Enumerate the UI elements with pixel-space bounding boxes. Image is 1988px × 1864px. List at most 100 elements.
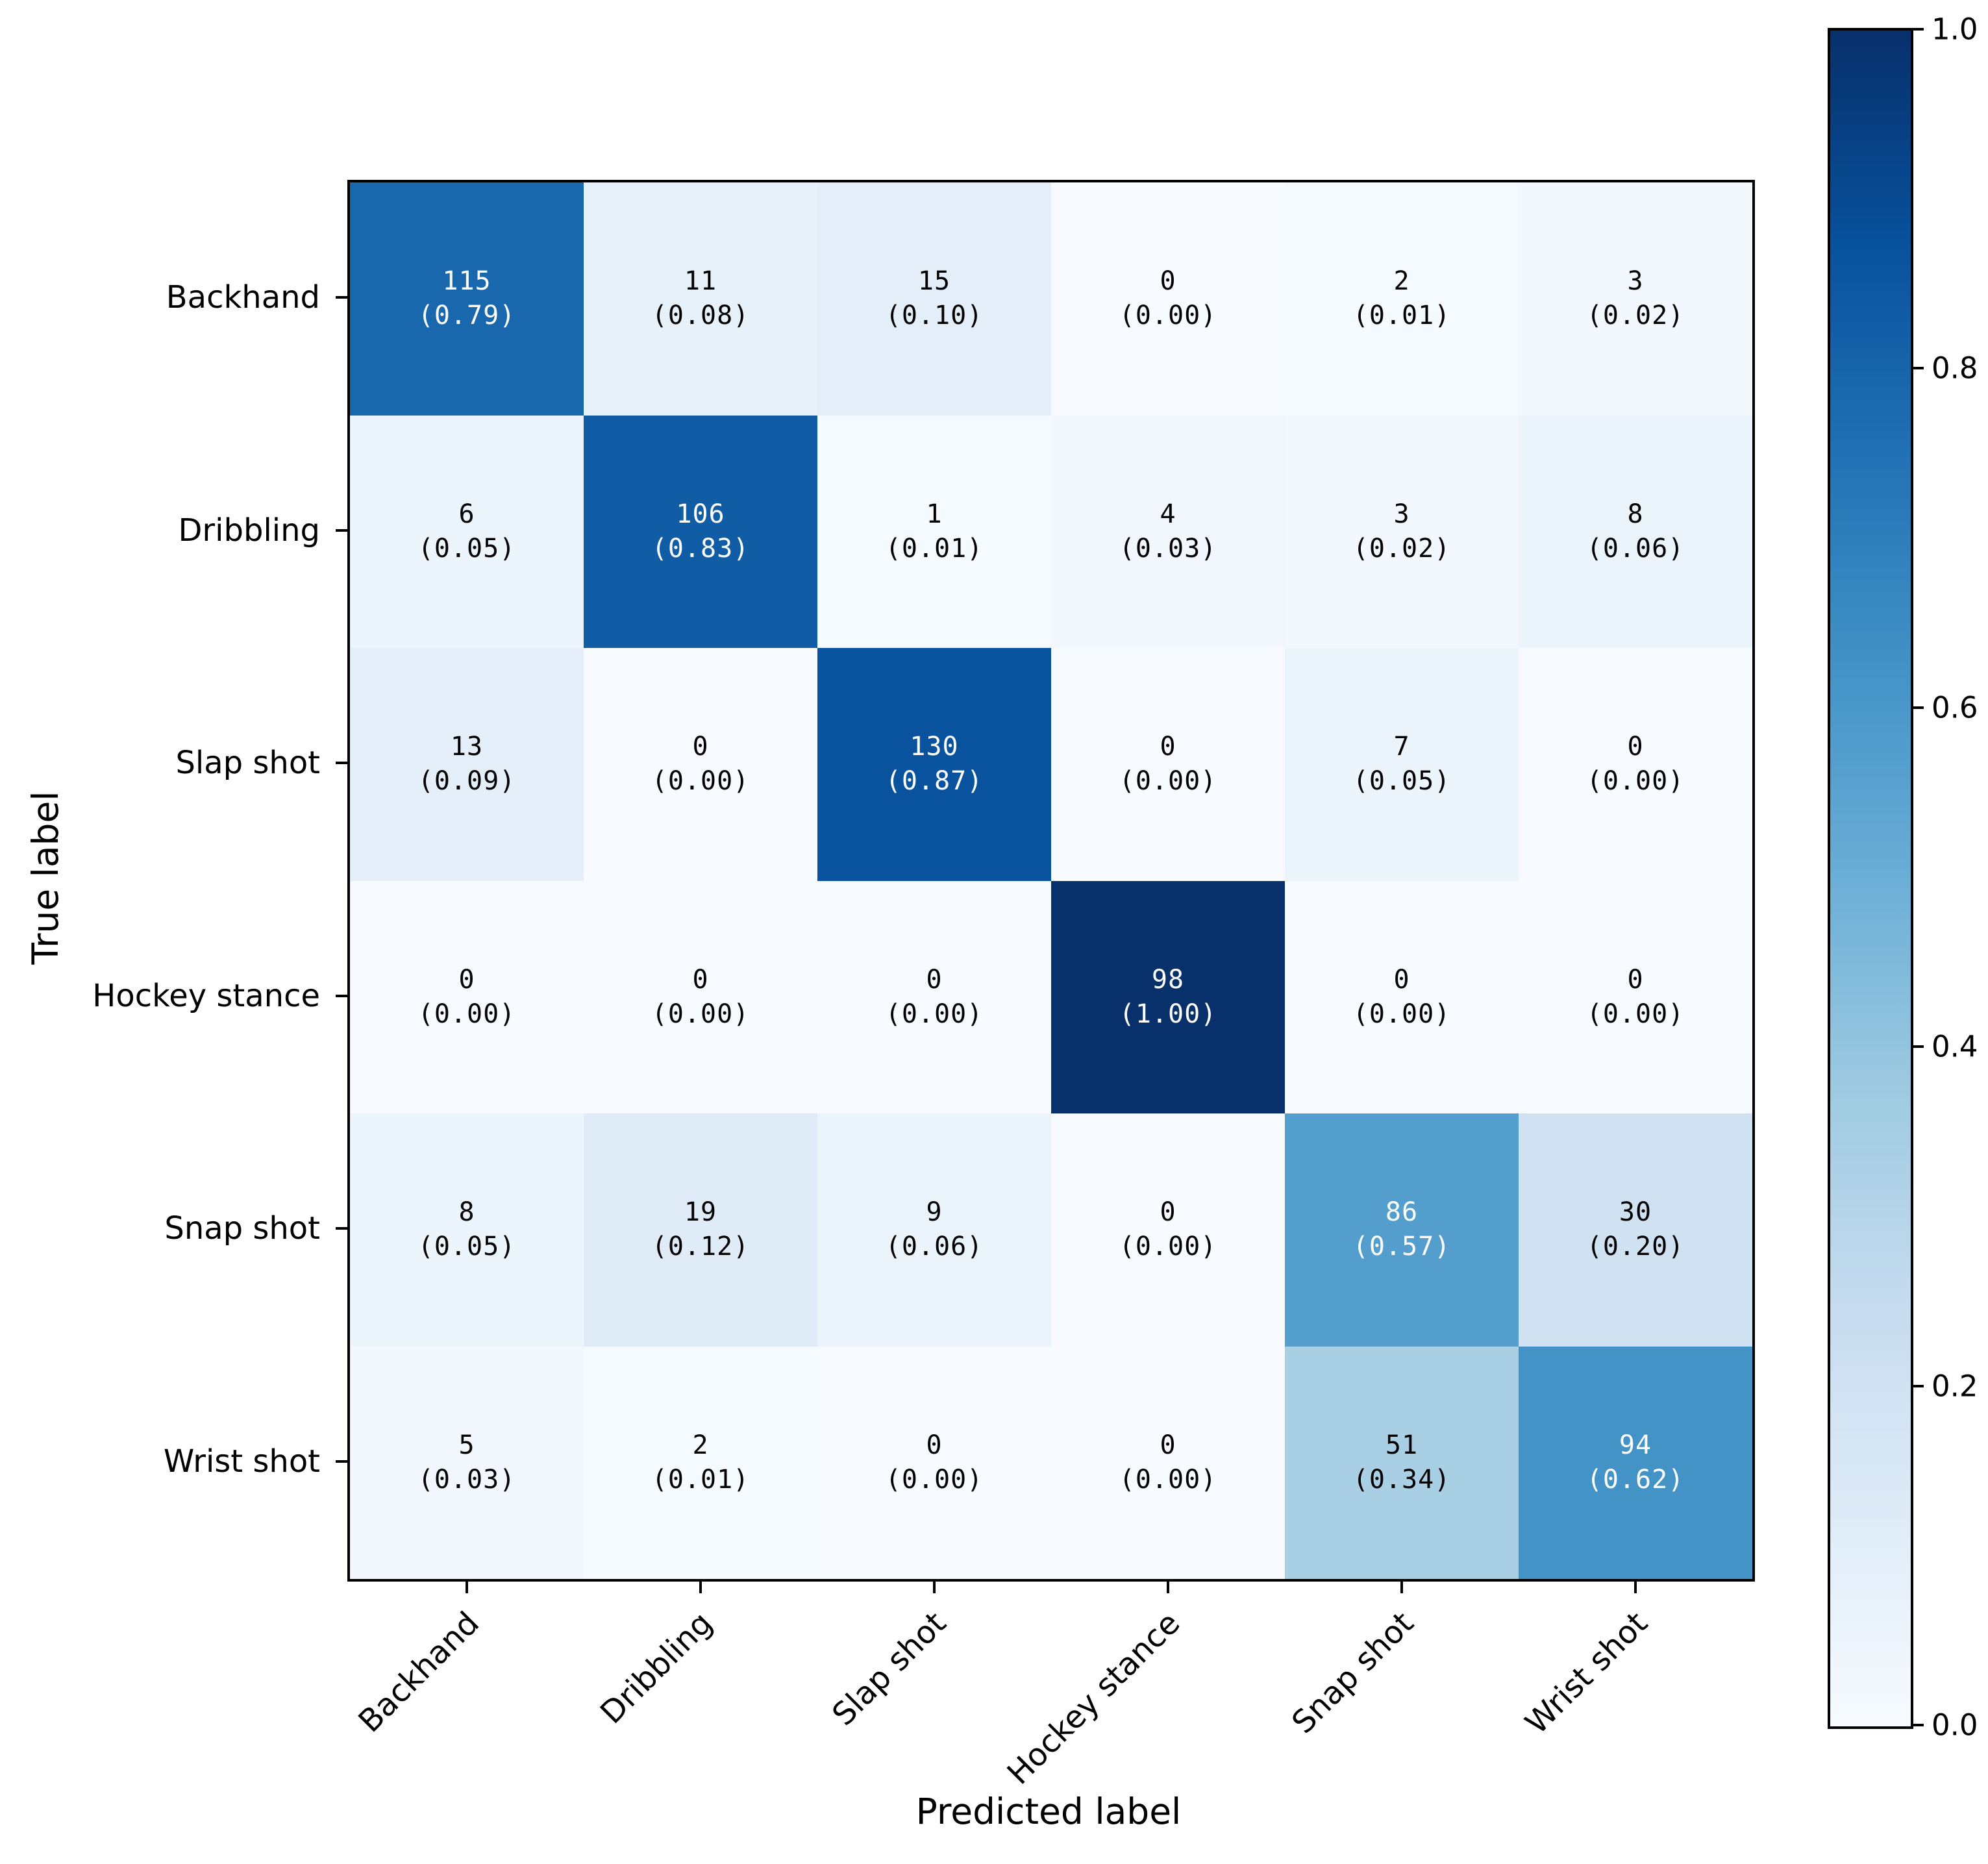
cell-count: 98: [1151, 964, 1185, 995]
cell-ratio: (0.57): [1352, 1232, 1451, 1262]
matrix-cell-slap-shot-dribbling: 0 (0.00): [584, 648, 817, 881]
cell-ratio: (0.00): [1119, 301, 1217, 331]
cell-ratio: (0.87): [885, 766, 984, 797]
cell-count: 8: [1627, 499, 1644, 529]
cell-ratio: (0.00): [885, 999, 984, 1029]
matrix-cell-dribbling-hockey-stance: 4 (0.03): [1051, 415, 1285, 648]
cell-ratio: (0.05): [417, 1232, 516, 1262]
cell-count: 0: [692, 732, 709, 762]
matrix-cell-dribbling-dribbling: 106 (0.83): [584, 415, 817, 648]
x-tick-mark: [466, 1582, 468, 1593]
matrix-cell-hockey-stance-snap-shot: 0 (0.00): [1285, 880, 1519, 1113]
y-tick-label-snap-shot: Snap shot: [164, 1210, 320, 1247]
cell-ratio: (0.12): [651, 1232, 750, 1262]
matrix-cell-slap-shot-backhand: 13 (0.09): [350, 648, 584, 881]
matrix-cell-hockey-stance-slap-shot: 0 (0.00): [817, 880, 1051, 1113]
matrix-cell-wrist-shot-slap-shot: 0 (0.00): [817, 1346, 1051, 1579]
cell-ratio: (0.00): [651, 766, 750, 797]
cell-ratio: (0.01): [651, 1464, 750, 1495]
cell-ratio: (0.01): [885, 533, 984, 564]
y-axis-title: True label: [25, 791, 66, 965]
y-tick-mark: [336, 762, 347, 765]
x-tick-mark: [1167, 1582, 1169, 1593]
cell-count: 13: [450, 732, 484, 762]
cell-ratio: (0.00): [1119, 766, 1217, 797]
matrix-cell-wrist-shot-wrist-shot: 94 (0.62): [1519, 1346, 1752, 1579]
x-tick-mark: [933, 1582, 936, 1593]
cell-ratio: (0.79): [417, 301, 516, 331]
cell-count: 4: [1160, 499, 1176, 529]
matrix-cell-backhand-hockey-stance: 0 (0.00): [1051, 182, 1285, 416]
y-tick-mark: [336, 528, 347, 532]
cell-ratio: (0.10): [885, 301, 984, 331]
y-tick-mark: [336, 1227, 347, 1230]
cell-count: 9: [926, 1197, 943, 1228]
matrix-cell-dribbling-wrist-shot: 8 (0.06): [1519, 415, 1752, 648]
cell-ratio: (0.05): [1352, 766, 1451, 797]
y-tick-label-backhand: Backhand: [166, 279, 320, 316]
cell-count: 106: [676, 499, 725, 529]
cell-ratio: (0.34): [1352, 1464, 1451, 1495]
cell-count: 115: [442, 266, 491, 297]
colorbar-tick-label: 0.6: [1932, 690, 1978, 725]
cell-count: 15: [917, 266, 951, 297]
matrix-cell-dribbling-slap-shot: 1 (0.01): [817, 415, 1051, 648]
x-tick-label-hockey-stance: Hockey stance: [1000, 1605, 1187, 1792]
colorbar: [1828, 28, 1913, 1729]
matrix-cell-snap-shot-slap-shot: 9 (0.06): [817, 1113, 1051, 1347]
colorbar-tick-label: 0.4: [1932, 1029, 1978, 1064]
matrix-cell-snap-shot-dribbling: 19 (0.12): [584, 1113, 817, 1347]
cell-ratio: (0.00): [417, 999, 516, 1029]
cell-ratio: (0.00): [1586, 766, 1685, 797]
matrix-cell-backhand-wrist-shot: 3 (0.02): [1519, 182, 1752, 416]
matrix-cell-slap-shot-wrist-shot: 0 (0.00): [1519, 648, 1752, 881]
matrix-cell-snap-shot-snap-shot: 86 (0.57): [1285, 1113, 1519, 1347]
cell-ratio: (0.03): [417, 1464, 516, 1495]
cell-ratio: (0.03): [1119, 533, 1217, 564]
cell-count: 51: [1385, 1430, 1419, 1460]
cell-count: 0: [1627, 964, 1644, 995]
colorbar-tick-mark: [1913, 1724, 1924, 1726]
cell-ratio: (0.20): [1586, 1232, 1685, 1262]
cell-count: 19: [684, 1197, 717, 1228]
matrix-cell-dribbling-backhand: 6 (0.05): [350, 415, 584, 648]
cell-count: 0: [926, 964, 943, 995]
cell-count: 2: [692, 1430, 709, 1460]
cell-ratio: (0.00): [1352, 999, 1451, 1029]
cell-count: 0: [1627, 732, 1644, 762]
matrix-cell-backhand-backhand: 115 (0.79): [350, 182, 584, 416]
cell-count: 94: [1619, 1430, 1652, 1460]
x-tick-label-backhand: Backhand: [351, 1605, 486, 1740]
y-tick-label-hockey-stance: Hockey stance: [92, 977, 320, 1014]
cell-count: 3: [1393, 499, 1410, 529]
x-axis-title: Predicted label: [915, 1791, 1182, 1832]
y-tick-mark: [336, 296, 347, 299]
cell-ratio: (0.06): [885, 1232, 984, 1262]
cell-ratio: (0.02): [1586, 301, 1685, 331]
cell-count: 1: [926, 499, 943, 529]
cell-ratio: (0.00): [1119, 1464, 1217, 1495]
matrix-cell-slap-shot-hockey-stance: 0 (0.00): [1051, 648, 1285, 881]
matrix-cell-backhand-dribbling: 11 (0.08): [584, 182, 817, 416]
matrix-cell-hockey-stance-hockey-stance: 98 (1.00): [1051, 880, 1285, 1113]
y-tick-label-dribbling: Dribbling: [178, 512, 320, 549]
y-tick-label-wrist-shot: Wrist shot: [163, 1443, 320, 1480]
cell-count: 130: [910, 732, 959, 762]
y-tick-label-slap-shot: Slap shot: [175, 745, 320, 782]
colorbar-tick-mark: [1913, 367, 1924, 370]
x-tick-label-snap-shot: Snap shot: [1285, 1605, 1421, 1741]
x-tick-mark: [1634, 1582, 1637, 1593]
cell-count: 0: [692, 964, 709, 995]
matrix-cell-snap-shot-wrist-shot: 30 (0.20): [1519, 1113, 1752, 1347]
colorbar-tick-label: 0.8: [1932, 351, 1978, 386]
cell-count: 86: [1385, 1197, 1419, 1228]
y-tick-mark: [336, 1460, 347, 1463]
colorbar-tick-mark: [1913, 1384, 1924, 1387]
matrix-cell-wrist-shot-snap-shot: 51 (0.34): [1285, 1346, 1519, 1579]
cell-ratio: (0.00): [651, 999, 750, 1029]
matrix-cell-slap-shot-snap-shot: 7 (0.05): [1285, 648, 1519, 881]
heatmap-plot-area: 115 (0.79) 11 (0.08) 15 (0.10) 0 (0.00) 2 (0.01) 3…: [347, 180, 1755, 1582]
cell-ratio: (0.08): [651, 301, 750, 331]
cell-ratio: (0.05): [417, 533, 516, 564]
x-tick-mark: [1400, 1582, 1403, 1593]
